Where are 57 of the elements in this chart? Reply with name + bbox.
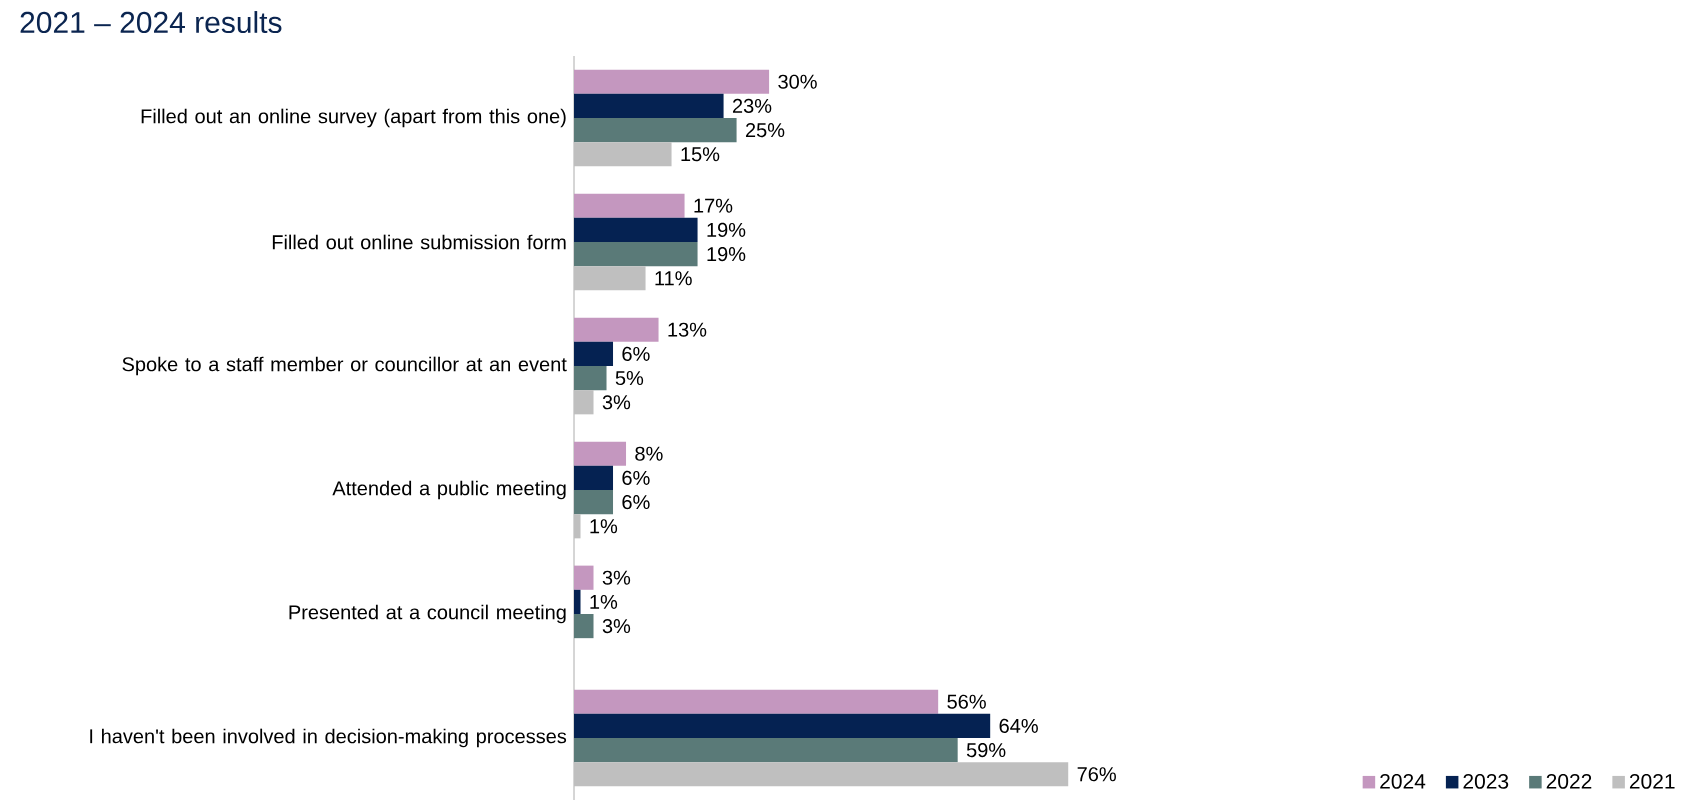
bar — [574, 93, 724, 118]
data-label: 11% — [655, 271, 692, 286]
data-label: 30% — [778, 74, 817, 89]
y-tick-label: Filled out online submission form — [272, 234, 566, 250]
bar — [574, 117, 737, 143]
data-label: 17% — [694, 198, 733, 213]
data-label: 13% — [668, 322, 707, 337]
y-tick-label: I haven't been involved in decision-making processes — [90, 728, 567, 748]
data-label: 8% — [635, 446, 663, 461]
text: 2021 – 2024 results — [20, 11, 282, 34]
data-label: 15% — [681, 147, 720, 162]
bar — [574, 613, 594, 639]
data-label: 6% — [622, 495, 650, 510]
bar — [574, 266, 646, 291]
bar — [574, 69, 770, 94]
bar — [574, 489, 614, 515]
bar — [574, 341, 614, 366]
legend-label: 2021 — [1629, 773, 1675, 789]
bar — [574, 689, 939, 714]
y-tick-label: Presented at a council meeting — [289, 604, 566, 624]
bar — [574, 193, 685, 218]
bar — [574, 142, 672, 167]
data-label: 19% — [707, 247, 746, 262]
data-label: 6% — [622, 346, 650, 361]
y-tick-label: Spoke to a staff member or councillor at an event — [122, 356, 567, 376]
data-label: 3% — [602, 619, 631, 634]
bar — [574, 241, 698, 267]
bar — [574, 713, 991, 738]
bar — [574, 762, 1069, 787]
bar — [574, 565, 594, 590]
legend-label: 2023 — [1463, 773, 1509, 789]
data-label: 5% — [615, 371, 644, 386]
bar — [574, 365, 607, 391]
bar — [574, 441, 627, 466]
data-label: 3% — [602, 570, 631, 585]
bar — [574, 465, 614, 490]
data-label: 23% — [732, 98, 772, 113]
legend-label: 2022 — [1546, 773, 1592, 789]
data-label: 64% — [999, 718, 1038, 733]
bar — [574, 589, 581, 614]
bar — [574, 390, 594, 415]
data-label: 3% — [602, 395, 631, 410]
data-label: 1% — [590, 519, 618, 534]
bar — [574, 514, 581, 539]
bar — [574, 317, 659, 342]
data-label: 1% — [590, 594, 618, 609]
data-label: 59% — [966, 743, 1006, 758]
bar — [574, 737, 958, 763]
y-tick-label: Filled out an online survey (apart from this one) — [141, 108, 566, 128]
bar — [574, 217, 698, 242]
data-label: 25% — [745, 123, 785, 138]
data-label: 76% — [1077, 767, 1116, 782]
y-tick-label: Attended a public meeting — [332, 480, 566, 500]
legend-label: 2024 — [1380, 773, 1426, 789]
data-label: 6% — [622, 470, 650, 485]
data-label: 56% — [947, 694, 986, 709]
data-label: 19% — [707, 222, 746, 237]
